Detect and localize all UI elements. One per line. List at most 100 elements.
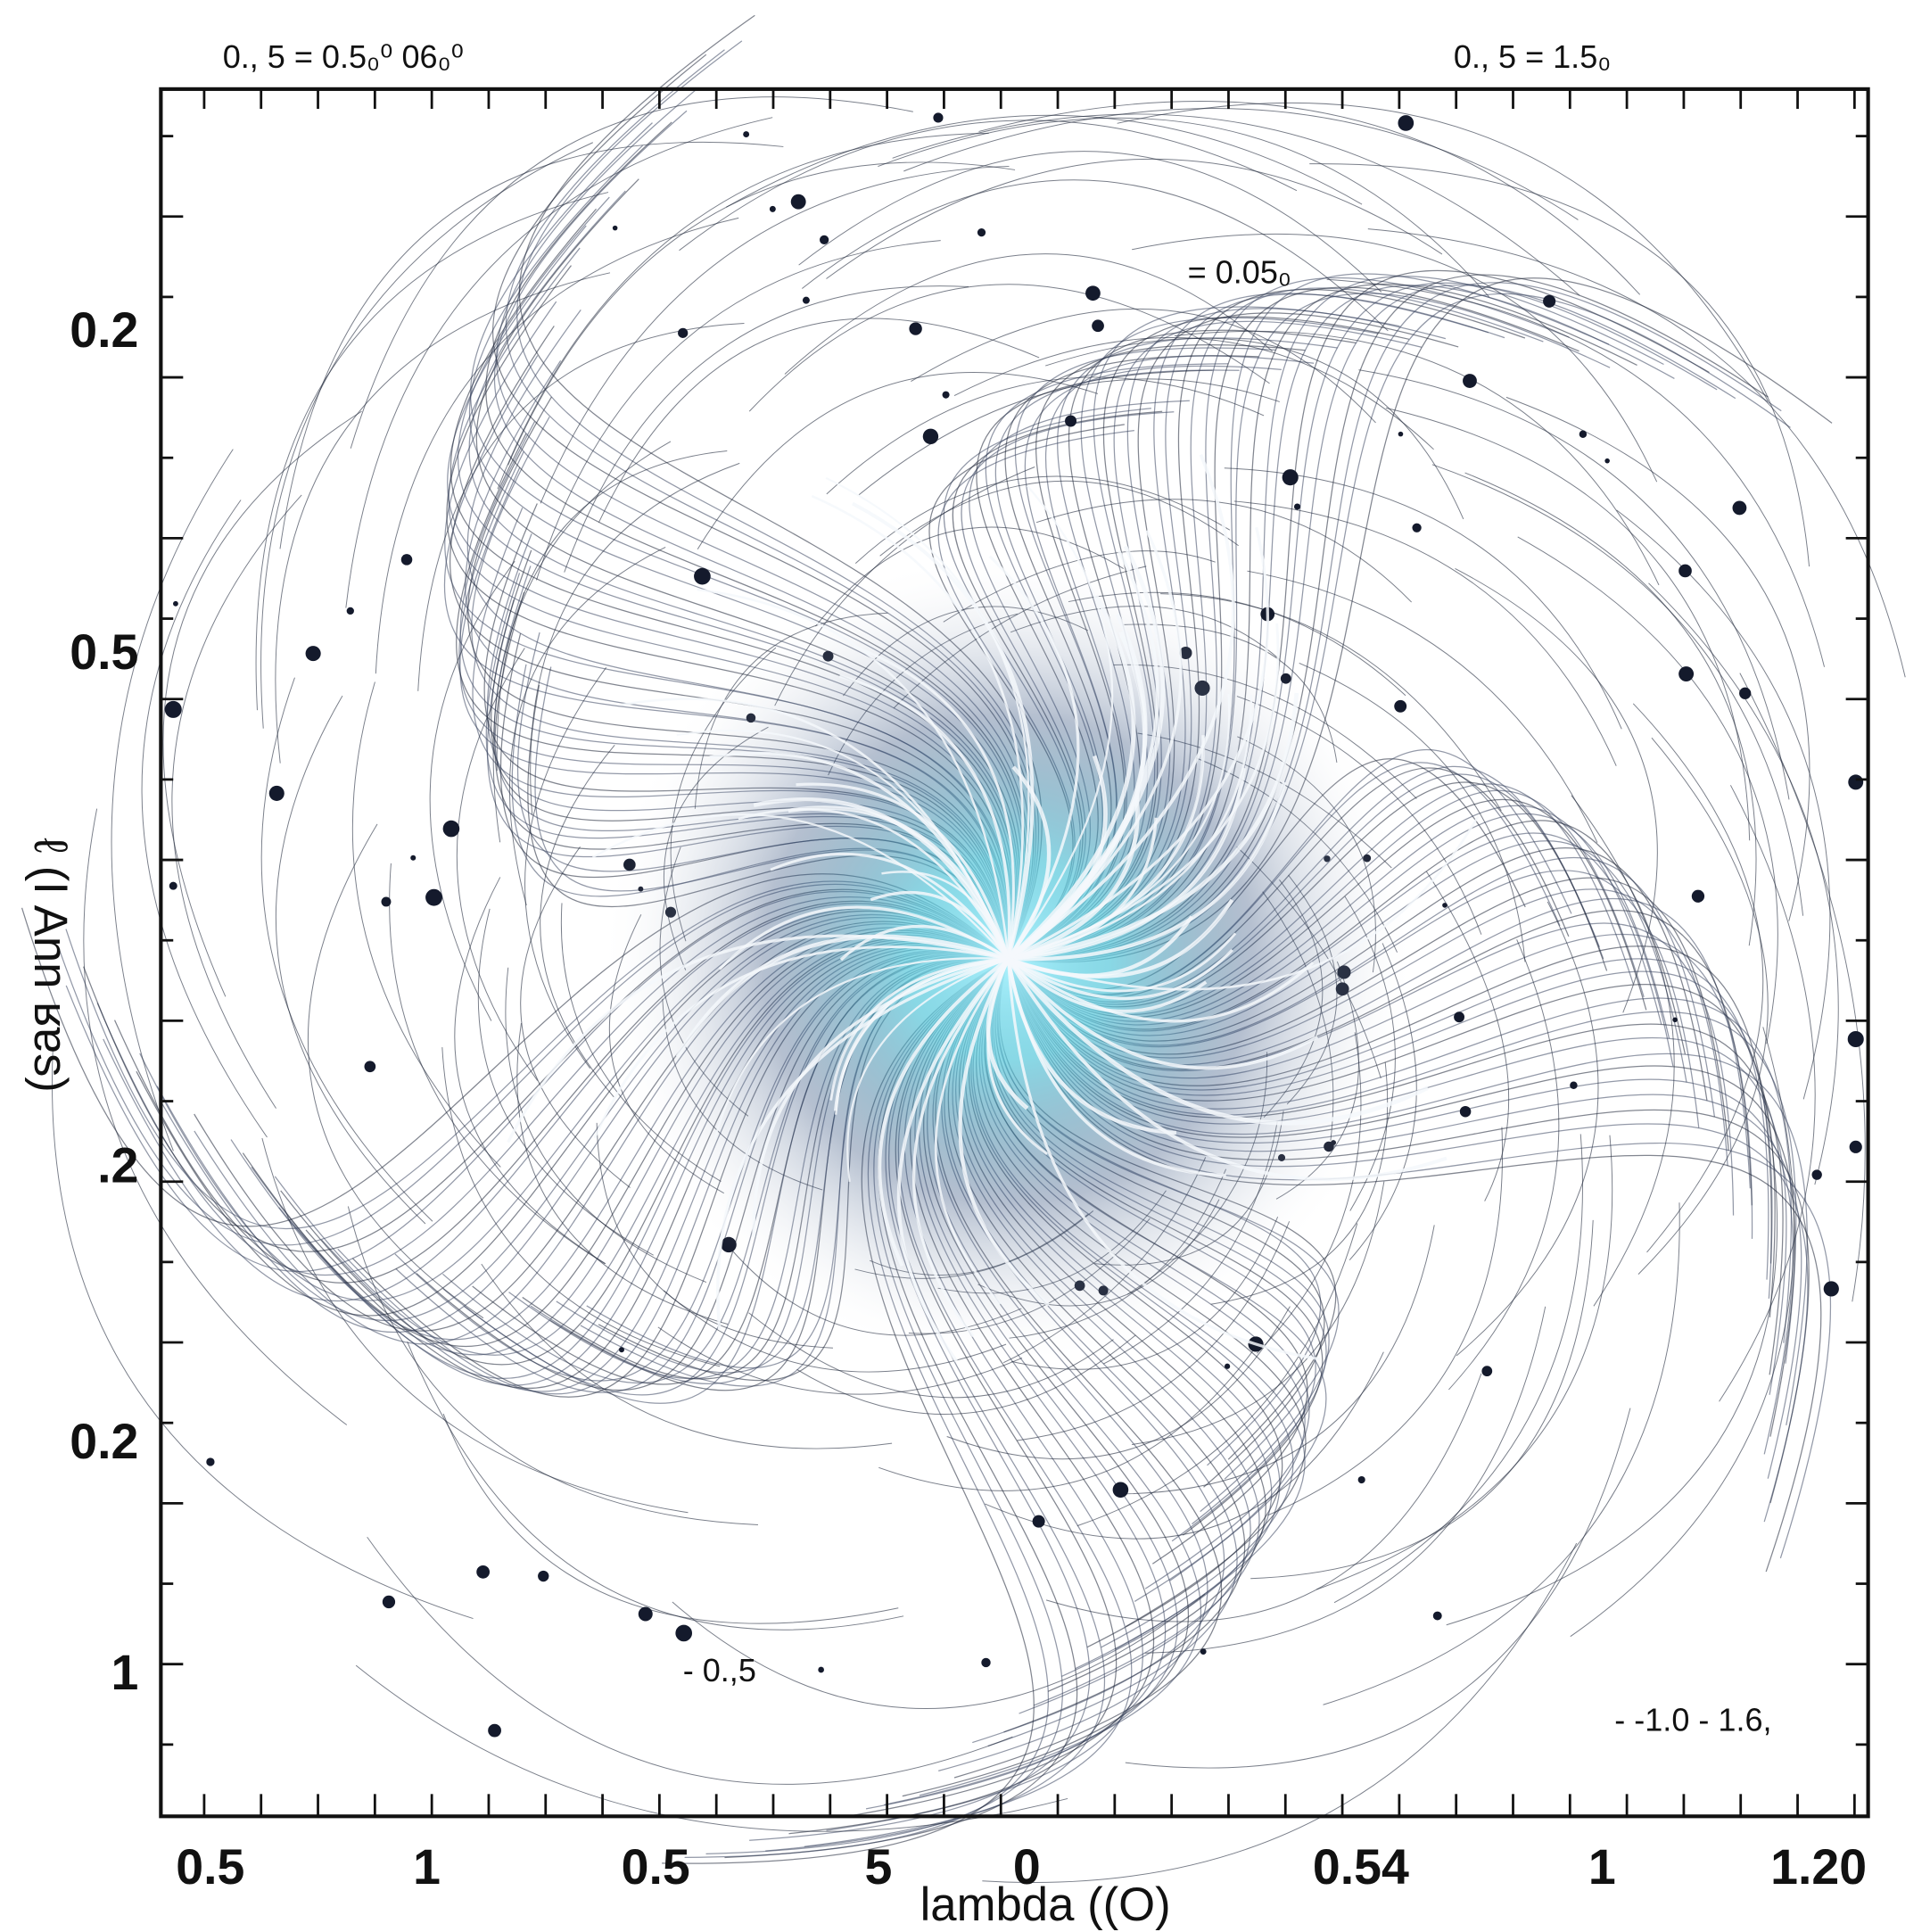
web-line xyxy=(564,285,969,573)
dot xyxy=(400,554,413,566)
dot xyxy=(305,646,321,662)
web-line xyxy=(260,677,433,1222)
web-line xyxy=(892,113,1580,296)
dot xyxy=(425,888,443,906)
web-line xyxy=(1326,278,1826,667)
filament xyxy=(1007,957,1319,1070)
dot xyxy=(1085,285,1101,301)
dot xyxy=(1459,1105,1472,1118)
filament xyxy=(1006,958,1448,1182)
filament xyxy=(1007,932,1237,993)
dot xyxy=(1543,294,1556,308)
web-line xyxy=(596,1122,833,1349)
frame-ticks xyxy=(161,88,1868,1817)
dot xyxy=(1570,1081,1578,1089)
filament xyxy=(1008,693,1231,961)
web-line xyxy=(275,695,426,1225)
web-line xyxy=(505,967,707,1284)
dot xyxy=(675,1624,693,1642)
web-line xyxy=(492,441,672,843)
filament xyxy=(1007,545,1166,961)
dot xyxy=(981,1657,991,1668)
web-line xyxy=(367,1536,1013,1785)
web-line xyxy=(540,745,615,1098)
dot xyxy=(1394,699,1407,713)
web-line xyxy=(1035,499,1412,603)
web-line xyxy=(1505,396,1810,921)
dot xyxy=(1732,500,1747,516)
dot xyxy=(790,194,806,210)
x-tick-label: 0.54 xyxy=(1313,1839,1409,1895)
filament xyxy=(592,813,1010,960)
web-line xyxy=(1309,163,1810,567)
dot xyxy=(1691,889,1705,903)
dot xyxy=(1357,1475,1365,1484)
dot xyxy=(977,228,986,237)
filament xyxy=(846,958,1009,1183)
web-line xyxy=(442,1413,899,1624)
web-line xyxy=(1160,593,1502,812)
filament xyxy=(896,957,1010,1362)
filament xyxy=(839,924,1010,962)
dot xyxy=(1849,1140,1862,1153)
web-line xyxy=(1739,673,1866,1302)
web-line xyxy=(953,337,1434,450)
annotation: = 0.05₀ xyxy=(1188,253,1291,290)
dot xyxy=(909,322,922,335)
web-line xyxy=(1570,1027,1795,1638)
dot xyxy=(619,1347,624,1353)
dot xyxy=(1811,1169,1822,1180)
web-line xyxy=(1045,337,1464,520)
filament xyxy=(1007,454,1235,961)
annotation: 0., 5 = 0.5₀⁰ 06₀⁰ xyxy=(223,38,464,75)
web-line xyxy=(429,560,515,1021)
web-line xyxy=(355,1664,1068,1832)
annotation: - -1.0 - 1.6, xyxy=(1614,1701,1771,1738)
web-line xyxy=(481,1263,893,1449)
filament xyxy=(838,674,1011,960)
web-line xyxy=(255,192,609,711)
web-line xyxy=(540,165,1010,504)
filament xyxy=(1007,484,1114,960)
dot xyxy=(1739,687,1752,699)
filament xyxy=(934,958,1010,1305)
filament xyxy=(738,808,1010,960)
light-filaments xyxy=(507,454,1480,1362)
x-tick-label: 0 xyxy=(1013,1839,1041,1895)
filament xyxy=(713,957,1009,1140)
web-line xyxy=(1144,1306,1546,1654)
web-line xyxy=(351,681,501,1168)
web-line xyxy=(524,667,607,1069)
filament xyxy=(853,645,1015,960)
dot xyxy=(1848,774,1864,790)
dot xyxy=(922,428,939,445)
web-line xyxy=(52,1046,474,1620)
web-line xyxy=(520,846,631,1188)
web-line xyxy=(697,372,1099,549)
web-line xyxy=(407,1342,904,1631)
filament xyxy=(770,853,1010,960)
web-line xyxy=(1616,509,1831,1100)
web-line xyxy=(826,158,1443,279)
web-line xyxy=(536,240,941,581)
web-line xyxy=(657,1326,1023,1395)
filament xyxy=(1008,815,1480,991)
web-line xyxy=(1464,472,1757,946)
dot xyxy=(538,1570,549,1582)
web-line xyxy=(1117,1225,1435,1495)
x-tick-label: 1 xyxy=(1588,1839,1616,1895)
filament xyxy=(796,782,1010,960)
web-line xyxy=(417,323,745,691)
web-line xyxy=(275,272,611,764)
dot xyxy=(1398,115,1415,131)
web-line xyxy=(456,648,539,1081)
web-line xyxy=(350,96,913,449)
y-tick-label: 0.2 xyxy=(70,1414,138,1469)
web-line xyxy=(1571,795,1675,1307)
filament xyxy=(911,957,1010,1338)
web-line xyxy=(1224,467,1622,730)
filament xyxy=(1008,817,1158,961)
dot xyxy=(1200,1648,1207,1655)
filament xyxy=(1007,526,1269,961)
filament xyxy=(958,958,1051,1307)
